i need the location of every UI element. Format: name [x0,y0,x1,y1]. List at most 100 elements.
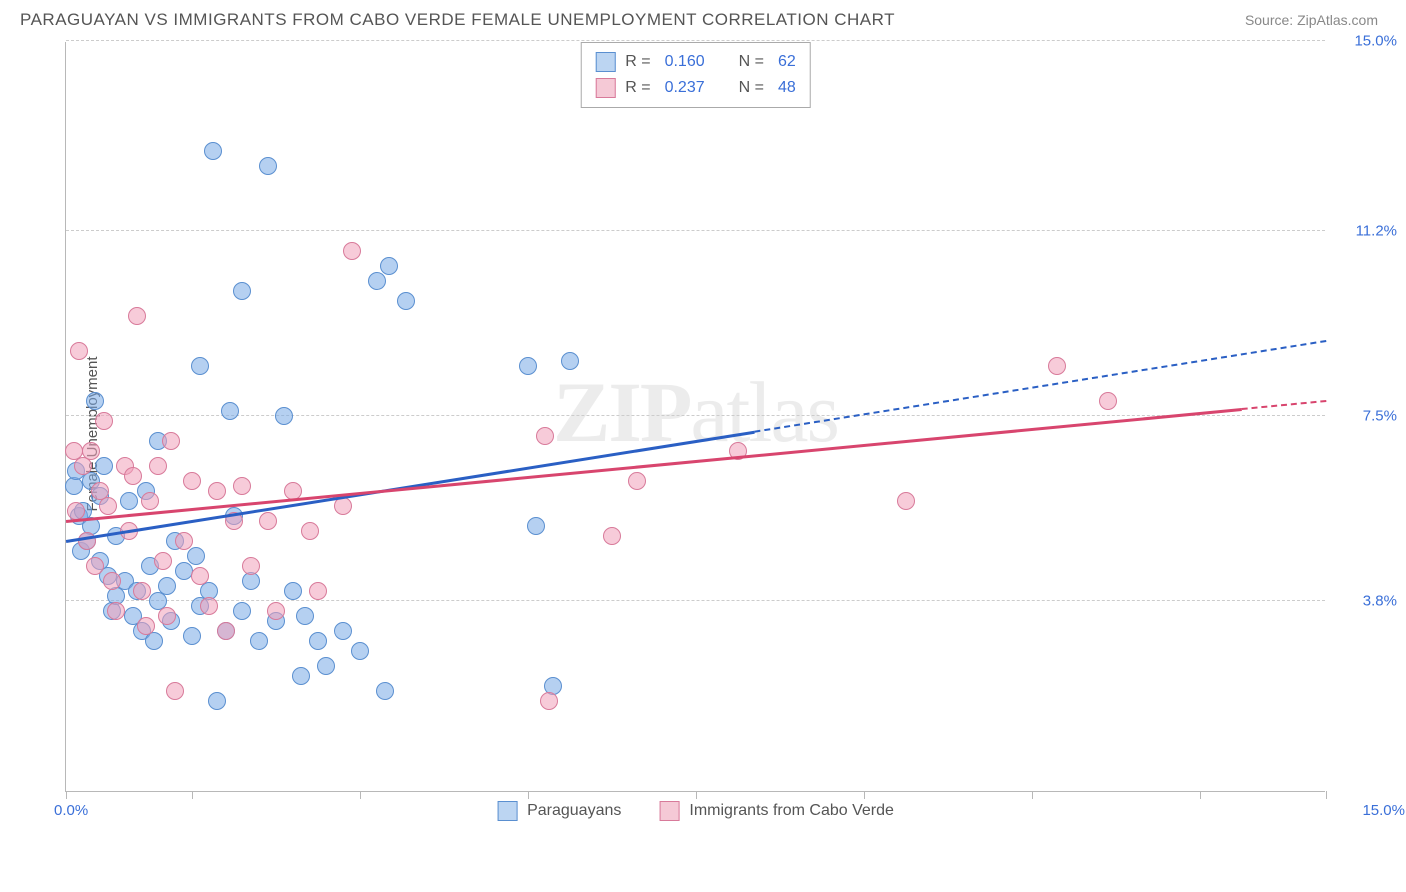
data-point [380,257,398,275]
gridline: 11.2% [66,230,1325,231]
data-point [233,477,251,495]
data-point [208,692,226,710]
n-value: 62 [778,53,796,71]
legend-swatch [595,78,615,98]
data-point [149,457,167,475]
data-point [309,582,327,600]
data-point [70,342,88,360]
data-point [183,627,201,645]
legend-swatch [595,52,615,72]
data-point [603,527,621,545]
data-point [628,472,646,490]
data-point [133,582,151,600]
gridline: 7.5% [66,415,1325,416]
data-point [175,562,193,580]
data-point [292,667,310,685]
watermark: ZIPatlas [553,362,838,462]
data-point [301,522,319,540]
x-tick [360,791,361,799]
data-point [1099,392,1117,410]
data-point [187,547,205,565]
data-point [95,457,113,475]
data-point [233,602,251,620]
data-point [309,632,327,650]
data-point [296,607,314,625]
data-point [267,602,285,620]
trend-line [66,401,1326,521]
data-point [368,272,386,290]
data-point [221,402,239,420]
data-point [86,392,104,410]
data-point [158,577,176,595]
data-point [540,692,558,710]
data-point [82,442,100,460]
data-point [99,497,117,515]
data-point [284,582,302,600]
data-point [259,512,277,530]
data-point [275,407,293,425]
data-point [233,282,251,300]
x-axis-end: 15.0% [1345,802,1405,819]
chart-container: Female Unemployment ZIPatlas R =0.160N =… [23,34,1383,834]
data-point [166,682,184,700]
data-point [376,682,394,700]
data-point [217,622,235,640]
data-point [397,292,415,310]
data-point [128,307,146,325]
x-tick [696,791,697,799]
y-tick-label: 7.5% [1337,408,1397,425]
plot-area: ZIPatlas R =0.160N =62R =0.237N =48 0.0%… [65,42,1325,792]
stats-row: R =0.237N =48 [595,75,796,101]
data-point [120,492,138,510]
series-legend: Paraguayans Immigrants from Cabo Verde [497,801,894,821]
data-point [124,467,142,485]
r-value: 0.160 [665,53,705,71]
x-tick [66,791,67,799]
data-point [103,572,121,590]
legend-swatch [497,801,517,821]
data-point [200,597,218,615]
data-point [95,412,113,430]
y-tick-label: 15.0% [1337,33,1397,50]
x-tick [528,791,529,799]
data-point [1048,357,1066,375]
data-point [141,492,159,510]
x-tick [1326,791,1327,799]
data-point [334,622,352,640]
x-tick [192,791,193,799]
data-point [162,432,180,450]
stats-legend: R =0.160N =62R =0.237N =48 [580,42,811,108]
trend-line [66,341,1326,541]
data-point [242,557,260,575]
chart-title: PARAGUAYAN VS IMMIGRANTS FROM CABO VERDE… [20,10,895,30]
data-point [154,552,172,570]
gridline: 3.8% [66,600,1325,601]
x-tick [1200,791,1201,799]
y-tick-label: 3.8% [1337,593,1397,610]
data-point [183,472,201,490]
legend-label: Paraguayans [527,802,621,820]
data-point [334,497,352,515]
data-point [343,242,361,260]
legend-label: Immigrants from Cabo Verde [689,802,894,820]
data-point [250,632,268,650]
data-point [351,642,369,660]
data-point [86,557,104,575]
gridline: 15.0% [66,40,1325,41]
data-point [158,607,176,625]
data-point [191,357,209,375]
data-point [107,602,125,620]
data-point [519,357,537,375]
stats-row: R =0.160N =62 [595,49,796,75]
data-point [137,617,155,635]
data-point [208,482,226,500]
data-point [527,517,545,535]
data-point [204,142,222,160]
y-tick-label: 11.2% [1337,223,1397,240]
legend-swatch [659,801,679,821]
r-value: 0.237 [665,79,705,97]
data-point [175,532,193,550]
x-tick [1032,791,1033,799]
data-point [536,427,554,445]
data-point [561,352,579,370]
